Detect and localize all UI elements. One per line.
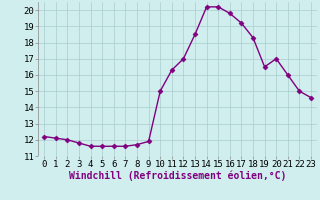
X-axis label: Windchill (Refroidissement éolien,°C): Windchill (Refroidissement éolien,°C): [69, 171, 286, 181]
